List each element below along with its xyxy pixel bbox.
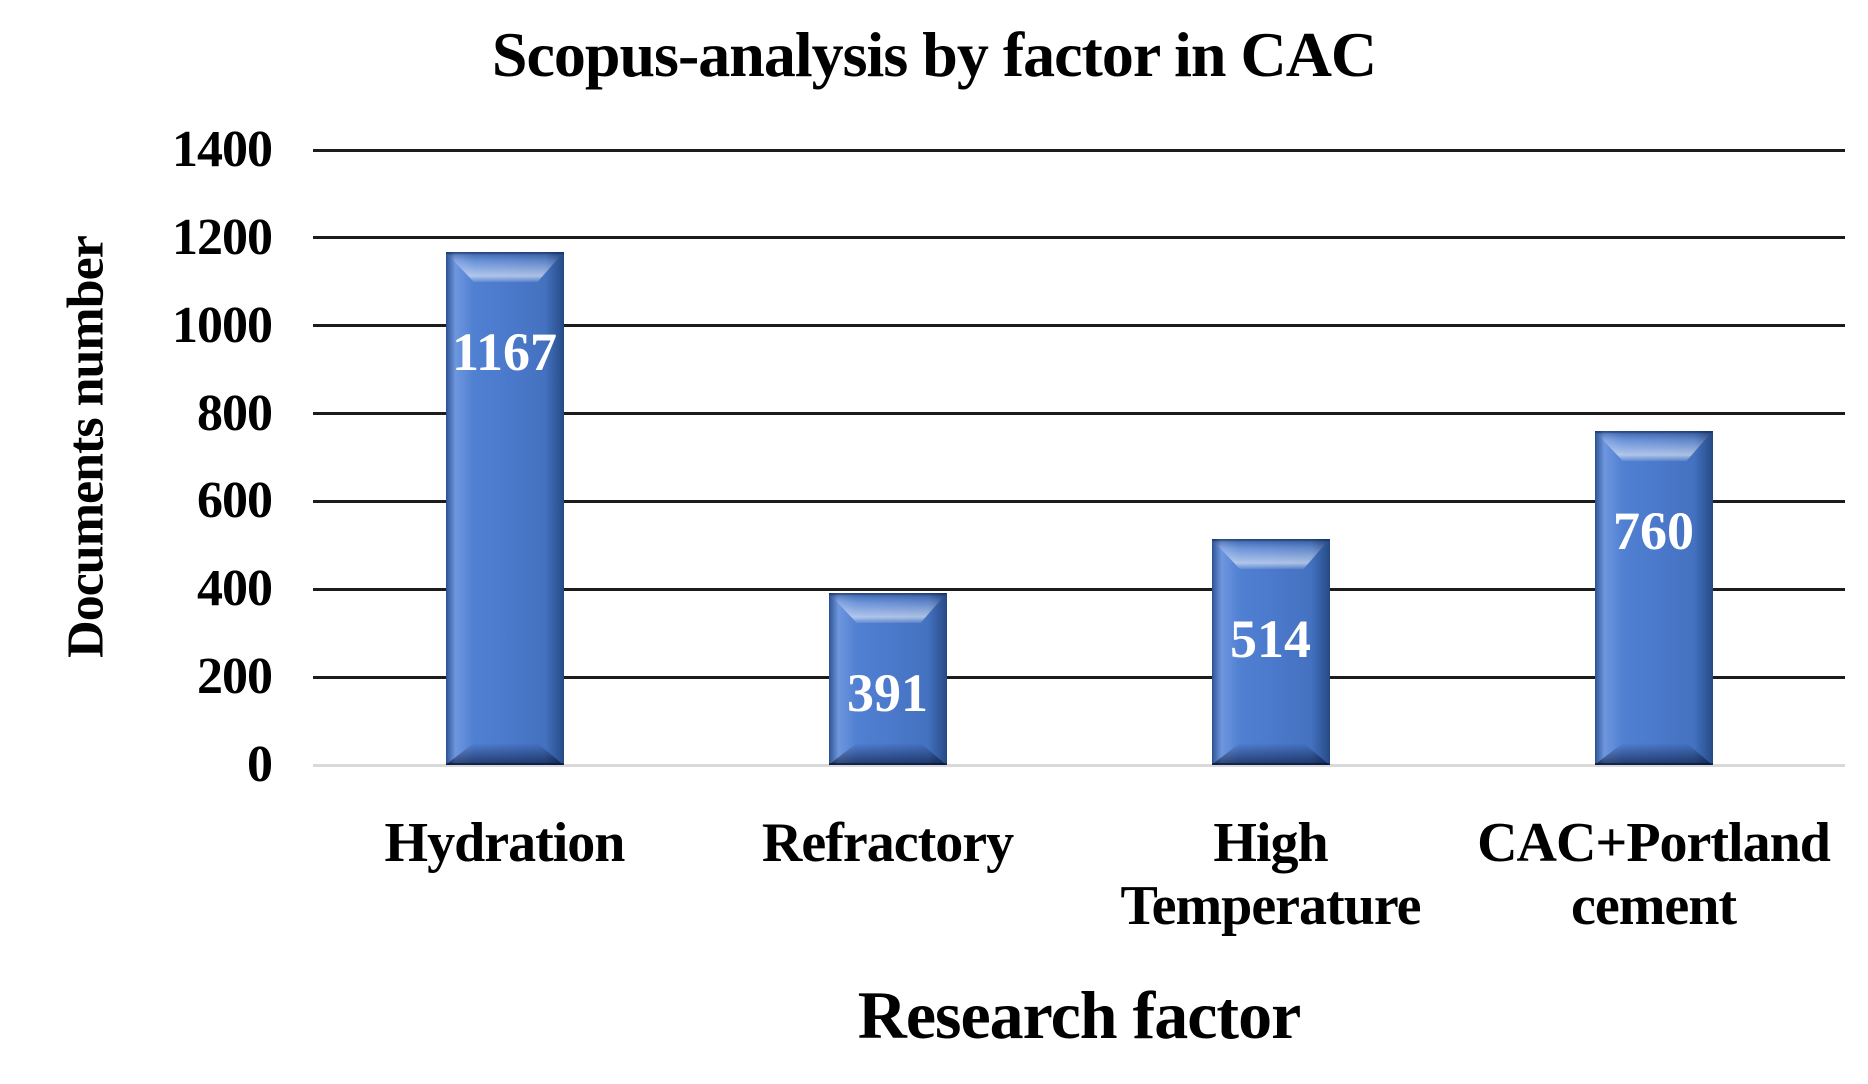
y-tick-label-800: 800 [197,384,273,442]
y-tick-label-600: 600 [197,472,273,530]
gridline-1400 [313,148,1845,152]
plot-area: 1167 391 514 760 [313,148,1845,767]
category-label-high-temperature: High Temperature [1120,812,1421,937]
y-tick-label-400: 400 [197,560,273,618]
y-tick-label-1400: 1400 [172,121,273,178]
bar-value-label: 391 [847,663,928,723]
gridline-1000 [313,324,1845,328]
bar-cac-portland-cement: 760 [1594,431,1713,765]
gridline-400 [313,587,1845,591]
gridline-800 [313,412,1845,416]
category-label-refractory: Refractory [761,812,1014,874]
y-tick-label-200: 200 [197,648,273,706]
category-label-hydration: Hydration [384,812,626,874]
y-tick-label-0: 0 [247,736,273,793]
x-axis-category-labels: Hydration Refractory High Temperature CAC+P… [313,812,1845,952]
x-axis-baseline [313,763,1845,767]
bar-high-temperature: 514 [1211,539,1330,765]
bar-value-label: 514 [1230,609,1311,669]
bar-bevel-bottom [1594,743,1713,765]
gridline-200 [313,675,1845,679]
x-axis-title: Research factor [857,977,1302,1053]
gridline-600 [313,499,1845,503]
bar-bevel-top [1211,539,1330,569]
category-label-cac-portland-cement: CAC+Portland cement [1477,812,1831,937]
bar-hydration: 1167 [445,252,564,765]
bar-refractory: 391 [828,593,947,765]
bar-bevel-top [445,252,564,282]
bar-bevel-bottom [1211,743,1330,765]
bar-value-label: 760 [1613,501,1694,561]
chart-title: Scopus-analysis by factor in CAC [491,19,1377,90]
bar-bevel-bottom [445,743,564,765]
gridline-1200 [313,236,1845,240]
bar-bevel-top [828,593,947,623]
y-tick-label-1200: 1200 [172,208,273,266]
bar-value-label: 1167 [451,322,558,382]
bar-bevel-top [1594,431,1713,461]
y-tick-label-1000: 1000 [172,296,273,354]
bar-bevel-bottom [828,743,947,765]
